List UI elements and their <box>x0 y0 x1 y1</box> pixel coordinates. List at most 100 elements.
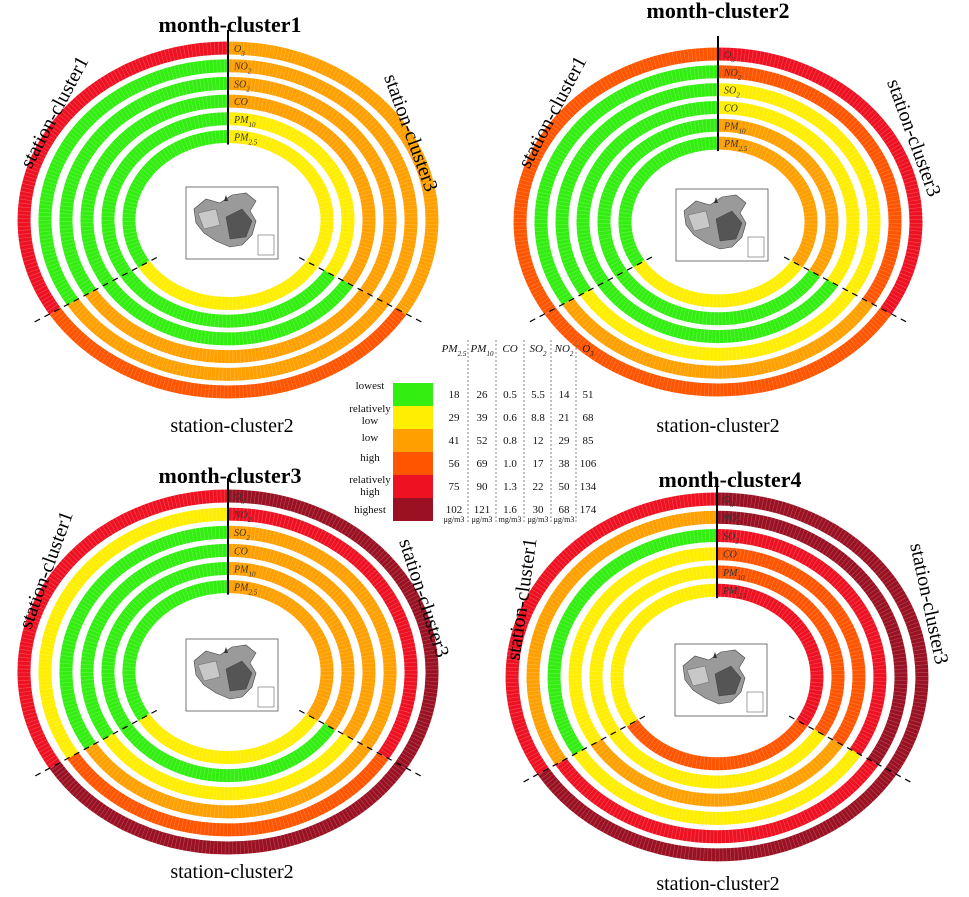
ring-o3: O3 <box>17 489 439 855</box>
ring-label-pm25: PM2.5 <box>723 139 748 153</box>
sector-label-station-cluster2: station-cluster2 <box>656 873 779 895</box>
map-west-region <box>197 208 221 230</box>
ring-segment <box>633 259 803 308</box>
ring-segment <box>17 41 229 315</box>
divider-line-right <box>783 256 910 325</box>
ring-segment <box>122 580 229 722</box>
panel-title: month-cluster2 <box>647 0 790 23</box>
ring-label-so2: SO2 <box>234 79 250 93</box>
ring-segment <box>717 83 881 296</box>
ring-hatch <box>716 529 887 756</box>
panel-title: month-cluster1 <box>159 12 302 37</box>
ring-segment <box>717 47 923 315</box>
ring-label-so2: SO2 <box>234 528 250 542</box>
ring-pm25: PM2.5 <box>122 580 334 764</box>
ring-segment <box>227 489 439 770</box>
ring-segment <box>609 728 825 789</box>
sector-label-station-cluster2: station-cluster2 <box>656 415 779 437</box>
legend-column-header: CO <box>502 343 517 355</box>
legend-value: 29 <box>449 412 461 424</box>
panel-month-cluster2: O3 NO2 SO2 CO PM10 PM2.5 month-cluster2 station… <box>513 0 945 437</box>
sector-label-station-cluster3: station-cluster3 <box>905 541 952 666</box>
ring-segment <box>555 83 719 296</box>
ring-segment <box>227 76 397 297</box>
legend-value: 90 <box>477 481 489 493</box>
ring-hatch <box>49 307 407 399</box>
legend: lowestrelativelylowlowhighrelativelyhigh… <box>349 340 597 524</box>
ring-no2: NO2 <box>526 510 908 844</box>
ring-segment <box>49 761 407 855</box>
ring-segment <box>227 562 355 731</box>
map-west-region <box>197 660 221 682</box>
ring-segment <box>227 41 439 315</box>
legend-value: 22 <box>533 481 544 493</box>
ring-segment <box>616 269 820 326</box>
legend-value: 0.5 <box>503 389 517 401</box>
ring-hatch <box>227 59 418 306</box>
ring-hatch <box>80 543 229 741</box>
ring-segment <box>568 547 718 747</box>
sector-label-station-cluster3: station-cluster3 <box>379 71 442 194</box>
north-arrow-icon <box>713 652 717 658</box>
legend-value: 39 <box>477 412 489 424</box>
divider-line-right <box>298 256 426 325</box>
north-arrow-icon <box>714 197 718 203</box>
china-map-inset <box>674 643 768 717</box>
legend-level-label-low: low <box>362 432 379 444</box>
sector-label-station-cluster2: station-cluster2 <box>170 861 293 883</box>
legend-value: 69 <box>477 458 489 470</box>
ring-label-pm10: PM10 <box>723 121 746 135</box>
legend-value: 5.5 <box>531 389 545 401</box>
ring-pm25: PM2.5 <box>618 136 818 308</box>
legend-value: 51 <box>583 389 594 401</box>
legend-level-text: lowest <box>356 380 385 392</box>
ring-hatch <box>580 288 856 361</box>
legend-value: 8.8 <box>531 412 545 424</box>
ring-segment <box>716 492 929 776</box>
legend-value: 18 <box>449 389 461 401</box>
ring-hatch <box>717 47 923 315</box>
legend-column-o3: O3 51 68 85 106 134 174 <box>580 343 597 516</box>
panel-month-cluster4: O3 NO2 SO2 CO PM10 PM2.5 month-cluster4 station… <box>503 467 953 895</box>
ring-segment <box>716 565 845 737</box>
ring-segment <box>716 547 866 747</box>
ring-so2: SO2 <box>547 529 887 825</box>
ring-segment <box>138 713 318 764</box>
ring-hatch <box>716 510 908 766</box>
legend-value: 52 <box>477 435 488 447</box>
ring-hatch <box>67 297 389 381</box>
ring-label-co: CO <box>723 550 737 561</box>
sector-label-station-cluster2: station-cluster2 <box>170 415 293 437</box>
china-map-inset <box>185 186 279 260</box>
ring-o3: O3 <box>17 41 439 399</box>
ring-label-co: CO <box>234 546 248 557</box>
ring-pm10: PM10 <box>597 118 839 326</box>
ring-segment <box>67 751 389 837</box>
china-map-inset <box>675 188 769 262</box>
ring-segment <box>598 278 838 343</box>
ring-hatch <box>555 757 879 844</box>
ring-segment <box>589 565 718 737</box>
panel-title: month-cluster4 <box>659 467 802 492</box>
ring-segment <box>576 101 719 287</box>
legend-value: 0.8 <box>503 435 517 447</box>
ring-segment <box>717 118 839 278</box>
ring-pm10: PM10 <box>101 562 355 783</box>
ring-hatch <box>227 507 418 760</box>
divider-line-left <box>526 256 653 325</box>
legend-value: 1.0 <box>503 458 517 470</box>
ring-segment <box>580 288 856 361</box>
ring-co: CO <box>576 101 860 343</box>
map-south-sea-inset <box>747 236 765 258</box>
ring-no2: NO2 <box>534 65 902 379</box>
ring-label-no2: NO2 <box>233 62 252 76</box>
legend-level-label-high: high <box>360 452 380 464</box>
legend-value: 85 <box>583 435 595 447</box>
ring-label-pm10: PM10 <box>722 568 745 582</box>
map-east-region <box>715 210 743 242</box>
legend-unit: μg/m3 <box>472 515 493 524</box>
legend-value: 12 <box>533 435 544 447</box>
